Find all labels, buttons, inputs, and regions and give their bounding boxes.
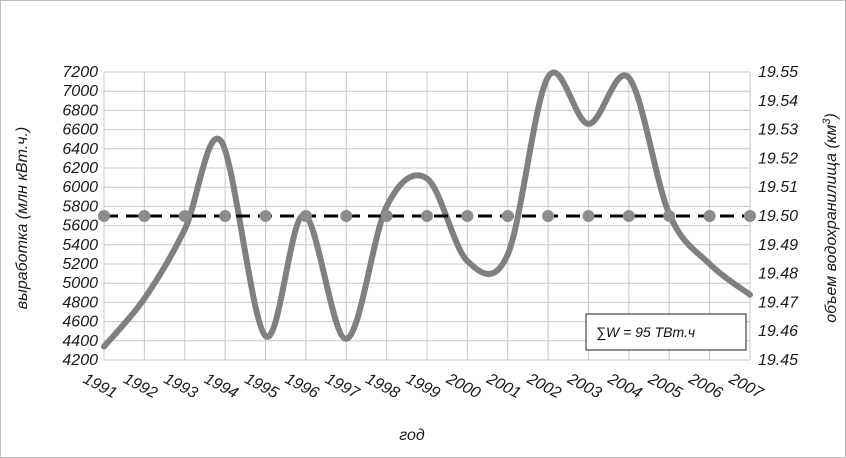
series-volume-marker [259,210,272,222]
x-tick-label: 1991 [80,371,119,403]
left-tick-label: 5000 [62,275,98,292]
left-tick-label: 4200 [62,352,98,369]
x-tick-label: 2003 [564,370,604,402]
series-volume-marker [542,210,555,222]
left-tick-label: 6000 [62,179,98,196]
left-axis-title: выработка (млн кВт.ч.) [14,127,31,310]
right-tick-label: 19.50 [758,208,798,225]
x-tick-label: 1996 [282,371,321,403]
right-tick-label: 19.47 [758,294,799,311]
x-tick-label: 2000 [443,370,483,402]
x-axis-title: год [399,427,425,444]
series-volume-marker [703,210,716,222]
series-layer [98,69,756,350]
right-axis-title-end: ) [823,113,840,120]
series-volume-marker [299,210,312,222]
right-tick-label: 19.53 [758,122,798,139]
series-volume-marker [663,210,676,222]
series-volume-marker [582,210,595,222]
right-axis-title-sup: 3 [821,118,833,125]
series-volume-marker [178,210,191,222]
series-volume-marker [380,210,393,222]
series-volume-marker [501,210,514,222]
series-volume-marker [340,210,353,222]
left-tick-label: 6600 [62,122,98,139]
right-tick-label: 19.51 [758,179,798,196]
series-volume-marker [744,210,756,222]
left-tick-label: 7000 [62,83,98,100]
left-axis-ticks: 4200 4400 4600 4800 5000 5200 5400 5600 5800 6000… [62,64,98,369]
x-tick-label: 2006 [685,370,725,402]
right-axis-title: объем водохранилища (км3) [821,113,840,323]
right-tick-label: 19.52 [758,150,798,167]
annotation-box: ∑W = 95 ТВт.ч [585,313,747,351]
series-volume-marker [622,210,635,222]
series-volume-marker [421,210,433,222]
left-tick-label: 4400 [62,333,98,350]
right-tick-label: 19.48 [758,266,798,283]
x-tick-label: 2005 [644,370,684,402]
x-tick-label: 2007 [725,370,766,403]
right-tick-label: 19.54 [758,93,798,110]
left-tick-label: 5800 [62,198,98,215]
right-tick-label: 19.45 [758,352,798,369]
left-tick-label: 5200 [62,256,98,273]
x-tick-label: 1995 [242,371,281,403]
x-axis-ticks: 1991 1992 1993 1994 1995 1996 1997 1998 1999 2000… [80,370,766,403]
x-tick-label: 1999 [403,371,442,403]
series-volume-marker [98,210,110,222]
x-tick-label: 1998 [363,371,402,403]
right-axis-title-main: объем водохранилища (км [823,125,840,323]
left-tick-label: 7200 [62,64,98,81]
right-tick-label: 19.49 [758,237,798,254]
series-volume-marker [138,210,151,222]
left-tick-label: 6200 [62,160,98,177]
right-axis-ticks: 19.45 19.46 19.47 19.48 19.49 19.50 19.51 19.52… [758,64,799,369]
x-tick-label: 1994 [201,371,240,403]
left-tick-label: 5400 [62,237,98,254]
left-tick-label: 4600 [62,314,98,331]
x-tick-label: 1993 [161,371,200,403]
x-tick-label: 1992 [120,371,159,403]
left-tick-label: 6800 [62,102,98,119]
right-tick-label: 19.55 [758,64,798,81]
x-tick-label: 2002 [523,370,563,402]
series-volume-marker [219,210,232,222]
series-generation-line [101,69,753,350]
x-tick-label: 2001 [483,370,523,402]
left-tick-label: 4800 [62,294,98,311]
series-volume-marker [461,210,474,222]
annotation-text: ∑W = 95 ТВт.ч [596,324,695,341]
x-tick-label: 1997 [322,371,362,403]
left-tick-label: 6400 [62,141,98,158]
left-tick-label: 5600 [62,218,98,235]
x-tick-label: 2004 [604,370,644,402]
right-tick-label: 19.46 [758,323,798,340]
